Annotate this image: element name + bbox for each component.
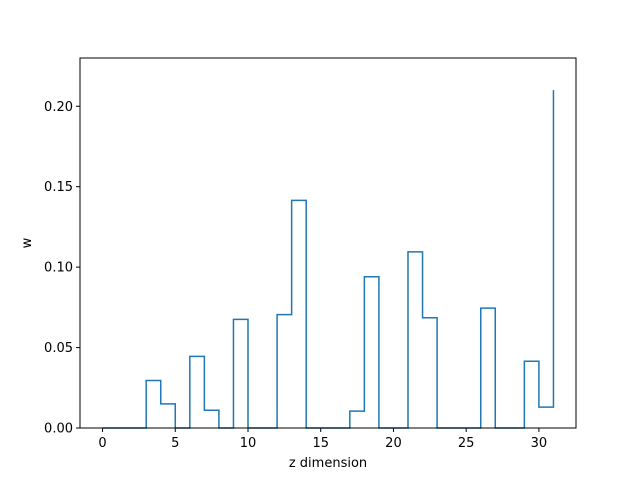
x-tick-label: 30 xyxy=(531,436,548,451)
x-tick-label: 15 xyxy=(312,436,329,451)
y-tick-label: 0.20 xyxy=(44,100,73,115)
x-tick-label: 20 xyxy=(385,436,402,451)
x-axis-ticks: 0 5 10 15 20 25 30 xyxy=(98,428,547,451)
y-tick-label: 0.05 xyxy=(44,341,73,356)
y-axis-label: w xyxy=(20,237,35,248)
plot-area xyxy=(80,58,576,428)
x-tick-label: 5 xyxy=(171,436,179,451)
y-tick-label: 0.15 xyxy=(44,180,73,195)
x-tick-label: 0 xyxy=(98,436,106,451)
y-axis-ticks: 0.00 0.05 0.10 0.15 0.20 xyxy=(44,100,80,437)
x-tick-label: 25 xyxy=(458,436,475,451)
y-tick-label: 0.10 xyxy=(44,261,73,276)
x-axis-label: z dimension xyxy=(289,456,367,471)
y-tick-label: 0.00 xyxy=(44,422,73,437)
plot-frame xyxy=(79,57,577,429)
x-tick-label: 10 xyxy=(240,436,257,451)
